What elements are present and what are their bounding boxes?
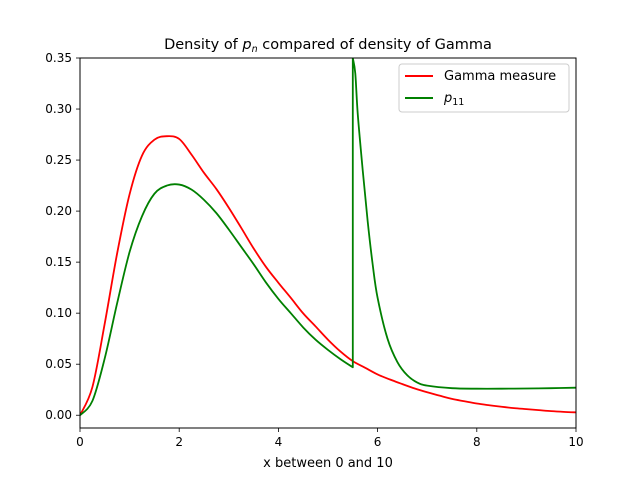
y-tick-label: 0.05 [45,357,72,371]
x-tick-label: 0 [76,435,84,449]
legend-label-gamma-text: Gamma measure [444,69,556,84]
x-axis-label: x between 0 and 10 [263,456,393,471]
chart-title-prefix: Density of [164,37,242,53]
y-axis-ticks: 0.00 0.05 0.10 0.15 0.20 0.25 0.30 0.35 [45,51,80,422]
chart-title-suffix: compared of density of Gamma [258,37,492,53]
legend: Gamma measure p11 [398,63,570,113]
chart-title: Density of pn compared of density of Gam… [164,37,492,55]
x-tick-label: 4 [275,435,283,449]
y-tick-label: 0.10 [45,306,72,320]
x-tick-label: 6 [374,435,382,449]
y-tick-label: 0.20 [45,204,72,218]
series-line-gamma [80,135,576,416]
chart-title-var: p [241,37,251,53]
y-tick-label: 0.25 [45,153,72,167]
x-tick-label: 8 [473,435,481,449]
x-tick-label: 10 [568,435,583,449]
legend-box [398,63,570,113]
legend-label-p11-main: p [443,91,452,106]
legend-label-p11-sub: 11 [452,97,464,108]
series-line-p11 [80,58,576,416]
x-tick-label: 2 [175,435,183,449]
x-axis-ticks: 0 2 4 6 8 10 [76,428,584,449]
legend-label-gamma: Gamma measure [444,69,556,84]
chart-title-var-sub: n [252,44,258,55]
y-tick-label: 0.00 [45,408,72,422]
series-layer [80,58,576,416]
legend-label-p11: p11 [443,91,464,108]
axes-frame [79,57,577,429]
y-tick-label: 0.35 [45,51,72,65]
y-tick-label: 0.15 [45,255,72,269]
y-tick-label: 0.30 [45,102,72,116]
